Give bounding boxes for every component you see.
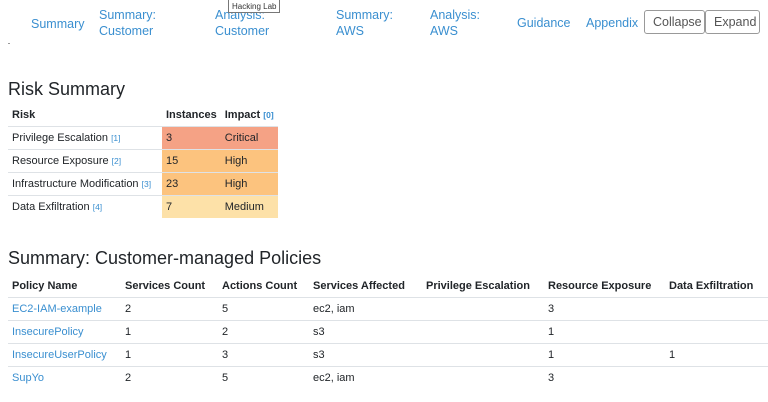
risk-impact: Critical — [220, 126, 278, 150]
risk-ref-link[interactable]: [2] — [111, 156, 122, 166]
risk-instances: 15 — [162, 149, 221, 173]
services-count: 1 — [121, 343, 218, 367]
col-header-services-affected: Services Affected — [309, 275, 422, 298]
nav-analysis-aws-link[interactable]: Analysis: AWS — [430, 7, 480, 39]
risk-ref-link[interactable]: [4] — [92, 202, 103, 212]
risk-label-cell: Data Exfiltration [4] — [8, 195, 162, 218]
table-row: SupYo 2 5 ec2, iam 3 — [8, 366, 768, 389]
privilege-escalation — [422, 343, 544, 367]
policy-name-cell: EC2-IAM-example — [8, 297, 121, 321]
policy-name-cell: InsecureUserPolicy — [8, 343, 121, 367]
nav-summary-customer-line1: Summary: — [99, 8, 156, 22]
nav-appendix-link[interactable]: Appendix — [586, 16, 639, 30]
nav-summary-aws-link[interactable]: Summary: AWS — [336, 7, 393, 39]
risk-table-header-row: Risk Instances Impact [0] — [8, 104, 278, 127]
risk-impact: High — [220, 149, 278, 173]
impact-ref-link[interactable]: [0] — [263, 110, 274, 120]
policy-name-link[interactable]: InsecurePolicy — [12, 326, 84, 338]
policy-name-cell: InsecurePolicy — [8, 320, 121, 344]
risk-header-instances: Instances — [162, 104, 221, 127]
risk-label: Infrastructure Modification — [12, 178, 139, 190]
actions-count: 2 — [218, 320, 309, 344]
table-row: Resource Exposure [2] 15 High — [8, 149, 278, 173]
policies-header-row: Policy Name Services Count Actions Count… — [8, 275, 768, 298]
risk-label: Privilege Escalation — [12, 132, 108, 144]
services-count: 1 — [121, 320, 218, 344]
nav-summary-customer-line2: Customer — [99, 24, 154, 38]
risk-label-cell: Infrastructure Modification [3] — [8, 172, 162, 196]
nav-analysis-aws-line1: Analysis: — [430, 8, 481, 22]
risk-header-impact-label: Impact — [224, 109, 261, 121]
data-exfiltration — [665, 297, 768, 321]
risk-impact: High — [220, 172, 278, 196]
policy-name-cell: SupYo — [8, 366, 121, 389]
risk-instances: 7 — [162, 195, 221, 218]
table-row: EC2-IAM-example 2 5 ec2, iam 3 — [8, 297, 768, 321]
nav-summary-customer-link[interactable]: Summary: Customer — [99, 7, 156, 39]
risk-instances: 3 — [162, 126, 221, 150]
actions-count: 3 — [218, 343, 309, 367]
hover-tooltip: Hacking Lab — [228, 0, 281, 13]
resource-exposure: 3 — [544, 297, 665, 321]
nav-summary-aws-line1: Summary: — [336, 8, 393, 22]
col-header-services-count: Services Count — [121, 275, 218, 298]
table-row: InsecureUserPolicy 1 3 s3 1 1 — [8, 343, 768, 367]
services-affected: s3 — [309, 343, 422, 367]
nav-guidance-link[interactable]: Guidance — [517, 16, 571, 30]
risk-label-cell: Resource Exposure [2] — [8, 149, 162, 173]
table-row: Infrastructure Modification [3] 23 High — [8, 172, 278, 196]
privilege-escalation — [422, 366, 544, 389]
privilege-escalation — [422, 297, 544, 321]
services-count: 2 — [121, 366, 218, 389]
col-header-policy-name: Policy Name — [8, 275, 121, 298]
table-row: InsecurePolicy 1 2 s3 1 — [8, 320, 768, 344]
nav-summary-aws-line2: AWS — [336, 24, 365, 38]
risk-header-impact: Impact [0] — [220, 104, 278, 127]
actions-count: 5 — [218, 366, 309, 389]
policy-name-link[interactable]: EC2-IAM-example — [12, 303, 102, 315]
policy-name-link[interactable]: SupYo — [12, 372, 45, 384]
services-affected: s3 — [309, 320, 422, 344]
nav-analysis-aws-line2: AWS — [430, 24, 459, 38]
expand-button[interactable]: Expand — [705, 10, 760, 34]
data-exfiltration: 1 — [665, 343, 768, 367]
risk-header-risk: Risk — [8, 104, 162, 127]
services-affected: ec2, iam — [309, 297, 422, 321]
risk-label: Data Exfiltration — [12, 201, 90, 213]
data-exfiltration — [665, 320, 768, 344]
risk-impact: Medium — [220, 195, 278, 218]
services-count: 2 — [121, 297, 218, 321]
resource-exposure: 1 — [544, 343, 665, 367]
policy-name-link[interactable]: InsecureUserPolicy — [12, 349, 107, 361]
col-header-data-exfiltration: Data Exfiltration — [665, 275, 768, 298]
resource-exposure: 1 — [544, 320, 665, 344]
col-header-privilege-escalation: Privilege Escalation — [422, 275, 544, 298]
risk-instances: 23 — [162, 172, 221, 196]
table-row: Privilege Escalation [1] 3 Critical — [8, 126, 278, 150]
policies-summary-title: Summary: Customer-managed Policies — [8, 248, 322, 268]
actions-count: 5 — [218, 297, 309, 321]
table-row: Data Exfiltration [4] 7 Medium — [8, 195, 278, 218]
risk-ref-link[interactable]: [3] — [141, 179, 152, 189]
col-header-actions-count: Actions Count — [218, 275, 309, 298]
services-affected: ec2, iam — [309, 366, 422, 389]
risk-label: Resource Exposure — [12, 155, 109, 167]
nav-analysis-customer-line2: Customer — [215, 24, 270, 38]
resource-exposure: 3 — [544, 366, 665, 389]
top-nav: Summary Summary: Customer Analysis: Cust… — [0, 0, 768, 48]
data-exfiltration — [665, 366, 768, 389]
risk-summary-table: Risk Instances Impact [0] Privilege Esca… — [8, 104, 278, 218]
risk-label-cell: Privilege Escalation [1] — [8, 126, 162, 150]
risk-summary-title: Risk Summary — [8, 79, 126, 99]
collapse-button[interactable]: Collapse — [644, 10, 705, 34]
privilege-escalation — [422, 320, 544, 344]
nav-summary-link[interactable]: Summary — [31, 17, 85, 31]
policies-table: Policy Name Services Count Actions Count… — [8, 275, 768, 389]
risk-ref-link[interactable]: [1] — [111, 133, 121, 143]
col-header-resource-exposure: Resource Exposure — [544, 275, 665, 298]
divider-dot — [8, 43, 10, 44]
